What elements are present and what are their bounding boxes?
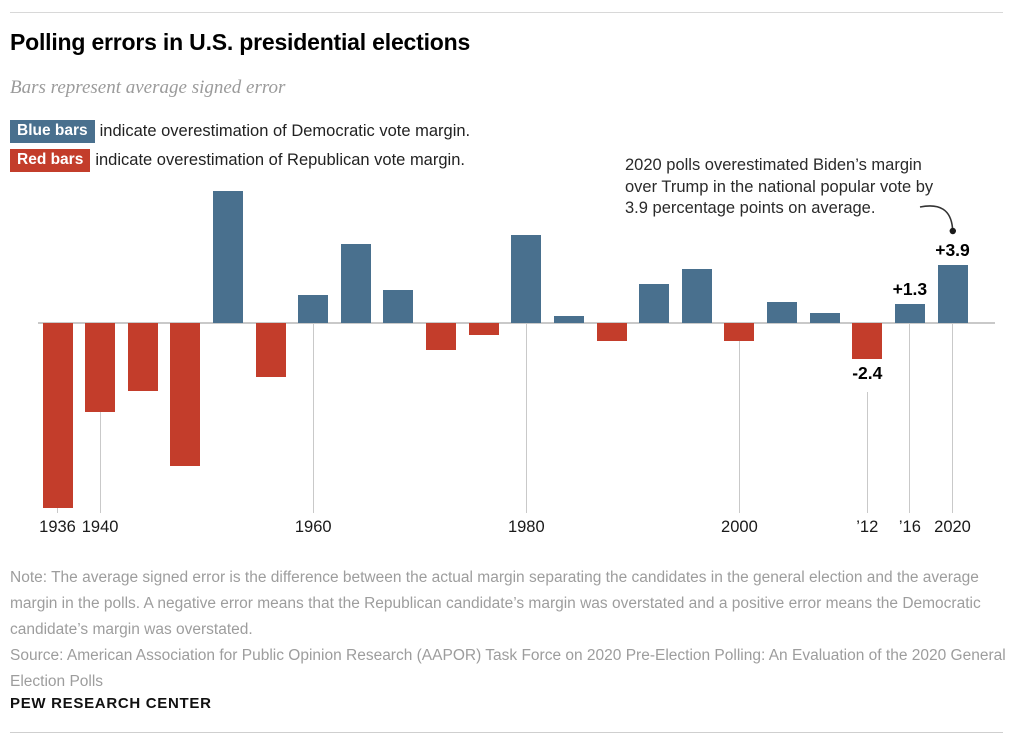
bar-2008 (809, 312, 840, 323)
annotation-arrow-icon (919, 205, 956, 235)
axis-label-1960: 1960 (294, 518, 332, 536)
bar-2004 (767, 302, 798, 323)
legend-chip-red: Red bars (10, 149, 91, 172)
bar-1976 (468, 323, 499, 335)
legend-text-democratic: indicate overestimation of Democratic vo… (99, 122, 471, 140)
bar-1988 (596, 323, 627, 341)
bottom-divider (10, 732, 1003, 733)
bar-1952 (212, 191, 243, 323)
top-divider (10, 12, 1003, 13)
bar-1940 (85, 323, 116, 412)
legend-row-democratic: Blue bars indicate overestimation of Dem… (10, 120, 470, 143)
axis-label-2016: ’16 (898, 518, 921, 536)
axis-label-2000: 2000 (721, 518, 758, 536)
legend-text-republican: indicate overestimation of Republican vo… (95, 151, 465, 169)
bar-1984 (553, 315, 584, 323)
bar-1992 (639, 284, 670, 323)
bar-2020 (937, 264, 968, 323)
axis-label-1980: 1980 (507, 518, 545, 536)
annotation-line: 2020 polls overestimated Biden’s margin (625, 156, 922, 174)
bar-1936 (42, 323, 73, 508)
bar-1996 (681, 269, 712, 323)
chart-subtitle: Bars represent average signed error (10, 77, 286, 98)
bar-2012 (852, 323, 883, 359)
axis-tick-1960 (312, 324, 314, 513)
bar-1948 (170, 323, 201, 466)
axis-label-1936: 1936 (39, 518, 76, 536)
legend: Blue bars indicate overestimation of Dem… (10, 120, 470, 178)
annotation-line: over Trump in the national popular vote … (625, 177, 934, 196)
axis-tick-2012 (866, 392, 868, 513)
bar-label-2016: +1.3 (892, 278, 928, 299)
axis-label-1940: 1940 (81, 518, 119, 536)
bar-2016 (894, 303, 925, 323)
bar-1960 (298, 294, 329, 323)
bar-label-2020: +3.9 (935, 239, 970, 260)
brand-pew-research-center: PEW RESEARCH CENTER (10, 695, 212, 712)
bar-label-2012: -2.4 (852, 363, 883, 383)
bar-chart: 1936 1940 1960 1980 2000 ’12 ’16 2020 -2.4 +1.3 +3… (38, 191, 995, 536)
bar-1972 (426, 323, 457, 350)
axis-label-2012: ’12 (856, 518, 879, 536)
chart-source: Source: American Association for Public … (10, 647, 1006, 690)
bar-1968 (383, 290, 414, 323)
bar-2000 (724, 323, 755, 341)
bar-1956 (255, 323, 286, 377)
axis-tick-2020 (952, 324, 954, 513)
annotation-line: 3.9 percentage points on average. (625, 199, 876, 217)
axis-tick-1980 (525, 324, 527, 513)
annotation-2020: 2020 polls overestimated Biden’s margin … (625, 155, 933, 220)
bar-1980 (511, 234, 542, 323)
footer: Note: The average signed error is the di… (10, 565, 1008, 695)
bar-1944 (127, 323, 158, 391)
axis-tick-1940 (99, 324, 101, 513)
legend-chip-blue: Blue bars (10, 120, 95, 143)
chart-note: Note: The average signed error is the di… (10, 569, 981, 638)
legend-row-republican: Red bars indicate overestimation of Repu… (10, 149, 470, 172)
axis-label-2020: 2020 (934, 518, 971, 536)
axis-tick-2016 (909, 324, 911, 513)
bar-1964 (340, 243, 371, 323)
page-title: Polling errors in U.S. presidential elec… (10, 29, 471, 55)
axis-tick-2000 (738, 324, 740, 513)
zero-axis-line (38, 322, 995, 324)
